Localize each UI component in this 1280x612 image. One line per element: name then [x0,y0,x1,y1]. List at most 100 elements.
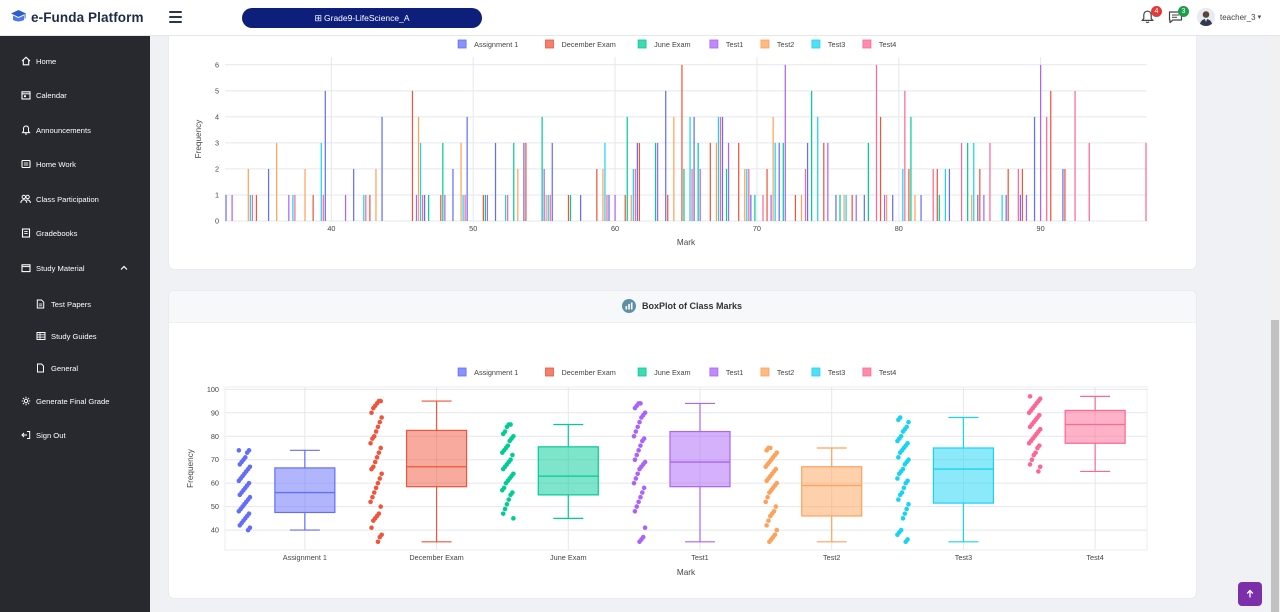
back-to-top-button[interactable] [1238,582,1262,606]
histogram-bar [867,142,869,221]
data-point [767,490,772,495]
legend-item: Test3 [811,367,845,377]
histogram-bar [1033,116,1036,221]
data-point [503,480,509,486]
histogram-bar [464,194,466,221]
messages-button[interactable]: 3 [1168,6,1189,26]
logo-icon [11,10,26,22]
data-point [370,436,375,441]
histogram-bar [547,194,549,221]
sidebar-item-general[interactable]: General [0,353,150,383]
data-point [638,443,643,448]
legend-item: Test1 [709,367,743,377]
histogram-bar [715,142,718,221]
legend-swatch [457,367,467,377]
box-iqr [1064,409,1126,444]
histogram-bar [365,194,367,221]
x-tick-label: 40 [327,224,335,233]
data-point [764,523,769,528]
sidebar-item-label: Home [36,56,57,66]
histogram-bar [683,168,685,221]
histogram-bar [460,142,462,221]
histogram-bar [835,194,837,221]
data-point [904,506,909,512]
sidebar-item-sign-out[interactable]: Sign Out [0,420,150,450]
data-point [635,471,640,477]
menu-toggle-icon[interactable] [169,11,182,23]
sidebar-item-test-papers[interactable]: Test Papers [0,289,150,319]
notifications-button[interactable]: 4 [1141,6,1162,26]
histogram-bar [452,168,454,221]
data-point [765,494,770,500]
histogram-bar [750,194,752,221]
box-iqr [405,429,468,488]
data-point [379,415,384,420]
avatar [1197,8,1215,26]
sidebar-item-home-work[interactable]: Home Work [0,149,150,179]
legend-item: Test4 [862,367,896,377]
sidebar-item-gradebooks[interactable]: Gradebooks [0,218,150,248]
sidebar-item-announcements[interactable]: Announcements [0,115,150,145]
scrollbar-thumb[interactable] [1271,320,1279,612]
data-point [377,476,383,481]
chevron-up-icon[interactable] [119,263,129,273]
sidebar-item-generate-final-grade[interactable]: Generate Final Grade [0,386,150,416]
y-tick-label: 5 [215,86,219,95]
data-point [763,499,769,505]
y-tick-label: 1 [215,190,219,199]
data-point [375,480,381,486]
data-point [896,497,901,502]
sidebar-item-label: Announcements [36,125,91,135]
top-bar: e-Funda Platform ⊞ Grade9-LifeScience_A … [0,0,1280,36]
data-point [375,539,381,545]
sidebar-item-study-material[interactable]: Study Material [0,253,150,283]
sidebar-item-home[interactable]: Home [0,46,150,76]
user-menu[interactable]: teacher_3 ▾ [1197,8,1261,26]
data-point [1029,457,1035,463]
histogram-bar [543,168,545,221]
document-icon [35,299,46,310]
data-point [237,492,243,498]
x-tick-label: Assignment 1 [283,553,327,562]
sidebar-item-study-guides[interactable]: Study Guides [0,321,150,351]
sidebar-item-class-participation[interactable]: Class Participation [0,184,150,214]
data-point [895,532,900,538]
histogram-bar [494,142,497,221]
data-point [368,440,373,446]
brand[interactable]: e-Funda Platform [10,9,144,25]
x-tick-label: December Exam [409,553,463,562]
notifications-badge: 4 [1151,6,1162,17]
legend-item: Test3 [811,39,845,49]
legend-label: December Exam [562,368,616,377]
sidebar-item-label: Class Participation [36,194,99,204]
box-iqr [537,446,599,496]
boxplot-title: BoxPlot of Class Marks [642,301,743,311]
data-point [640,490,645,495]
histogram-bar [709,142,711,221]
histogram-bar [673,116,675,221]
histogram-bar [505,194,507,221]
legend-item: Test2 [760,367,794,377]
histogram-bar [754,194,756,221]
data-point [766,518,771,523]
data-point [370,494,375,500]
legend-item: Test1 [709,39,743,49]
user-name: teacher_3 [1220,12,1256,22]
histogram-card: 0 1 2 3 4 5 6 40 50 60 70 80 90 Mark Frequency Assignme… [168,14,1197,270]
data-point [1026,440,1032,446]
histogram-bar [839,194,841,221]
histogram-bar [320,142,322,221]
data-point [1027,424,1033,430]
data-point [502,506,508,512]
histogram-bar [960,142,963,221]
data-point [244,450,250,455]
class-selector-button[interactable]: ⊞ Grade9-LifeScience_A [242,8,482,28]
legend-item: Assignment 1 [457,367,518,377]
histogram-bar [381,116,383,221]
data-point [634,452,640,458]
sidebar-item-calendar[interactable]: Calendar [0,80,150,110]
data-point [500,511,506,516]
page-scrollbar[interactable] [1270,36,1280,612]
histogram-bar [523,142,525,221]
histogram-bar [920,194,922,221]
